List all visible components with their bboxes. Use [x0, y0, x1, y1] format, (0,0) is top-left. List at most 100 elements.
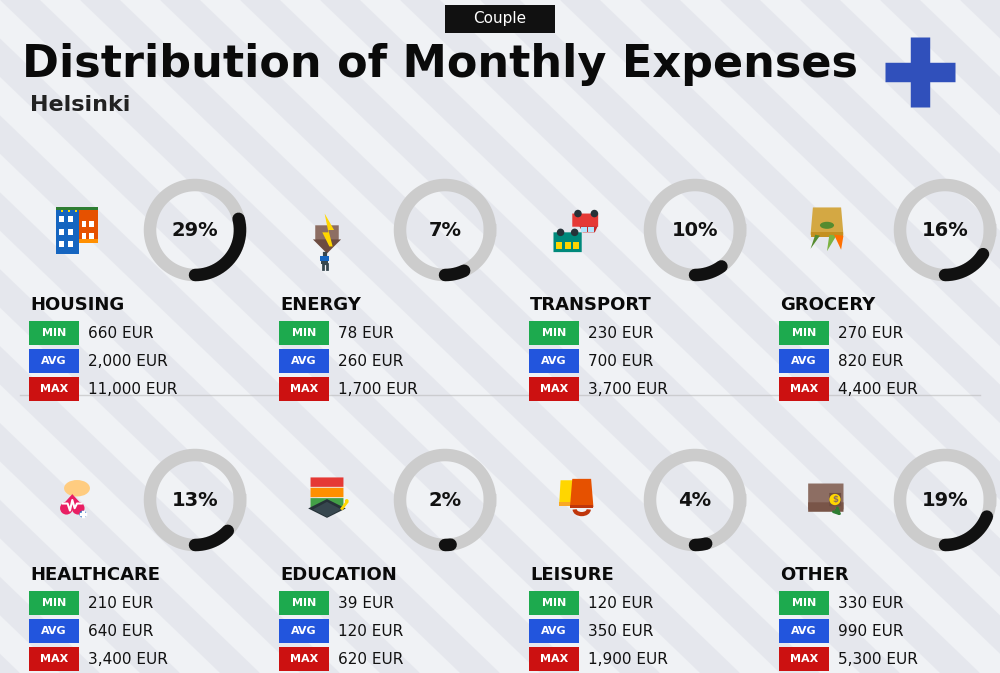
Text: 7%: 7% [428, 221, 462, 240]
Bar [68, 216, 73, 222]
Text: EDUCATION: EDUCATION [280, 566, 397, 584]
Text: HOUSING: HOUSING [30, 296, 124, 314]
FancyBboxPatch shape [808, 502, 843, 511]
Circle shape [72, 502, 85, 515]
Text: 620 EUR: 620 EUR [338, 651, 403, 666]
FancyBboxPatch shape [553, 232, 582, 252]
FancyBboxPatch shape [779, 321, 829, 345]
Text: MIN: MIN [792, 328, 816, 338]
Text: ENERGY: ENERGY [280, 296, 361, 314]
Text: 270 EUR: 270 EUR [838, 326, 903, 341]
Bar [68, 242, 73, 248]
Circle shape [557, 229, 564, 236]
Text: MIN: MIN [292, 328, 316, 338]
Bar [559, 502, 581, 505]
Text: 11,000 EUR: 11,000 EUR [88, 382, 177, 396]
Text: MIN: MIN [792, 598, 816, 608]
Text: AVG: AVG [791, 356, 817, 366]
Text: 330 EUR: 330 EUR [838, 596, 904, 610]
Bar [59, 216, 64, 222]
Text: MAX: MAX [540, 654, 568, 664]
Bar [570, 505, 593, 509]
Ellipse shape [64, 480, 90, 497]
Text: 78 EUR: 78 EUR [338, 326, 394, 341]
Polygon shape [308, 499, 346, 518]
Text: GROCERY: GROCERY [780, 296, 875, 314]
FancyBboxPatch shape [808, 483, 843, 509]
FancyBboxPatch shape [29, 321, 79, 345]
Bar [89, 234, 94, 240]
FancyBboxPatch shape [29, 619, 79, 643]
Text: $: $ [832, 495, 838, 504]
Text: LEISURE: LEISURE [530, 566, 614, 584]
FancyBboxPatch shape [529, 591, 579, 615]
Text: MIN: MIN [542, 328, 566, 338]
FancyBboxPatch shape [279, 619, 329, 643]
FancyBboxPatch shape [779, 591, 829, 615]
Text: 29%: 29% [172, 221, 218, 240]
Text: 2,000 EUR: 2,000 EUR [88, 353, 168, 369]
Polygon shape [834, 235, 843, 250]
Text: 4%: 4% [678, 491, 712, 509]
Text: Couple: Couple [473, 11, 527, 26]
Bar [556, 242, 562, 249]
FancyBboxPatch shape [779, 647, 829, 671]
FancyBboxPatch shape [779, 377, 829, 401]
Bar [588, 227, 594, 232]
Bar [79, 240, 98, 243]
Text: 120 EUR: 120 EUR [338, 623, 403, 639]
Text: 350 EUR: 350 EUR [588, 623, 653, 639]
Text: 1,700 EUR: 1,700 EUR [338, 382, 418, 396]
Text: MAX: MAX [790, 384, 818, 394]
FancyBboxPatch shape [779, 349, 829, 373]
Text: 4,400 EUR: 4,400 EUR [838, 382, 918, 396]
Bar [320, 256, 329, 262]
Circle shape [574, 210, 582, 217]
Text: 1,900 EUR: 1,900 EUR [588, 651, 668, 666]
FancyBboxPatch shape [279, 321, 329, 345]
Text: 10%: 10% [672, 221, 718, 240]
Polygon shape [811, 235, 820, 249]
Text: MIN: MIN [542, 598, 566, 608]
Bar [59, 229, 64, 235]
FancyBboxPatch shape [572, 213, 598, 227]
Bar [573, 242, 579, 249]
Text: AVG: AVG [291, 626, 317, 636]
Text: 5,300 EUR: 5,300 EUR [838, 651, 918, 666]
Polygon shape [570, 479, 593, 507]
Bar [445, 5, 555, 33]
Text: 260 EUR: 260 EUR [338, 353, 403, 369]
FancyBboxPatch shape [529, 377, 579, 401]
Bar [565, 242, 571, 249]
FancyBboxPatch shape [279, 647, 329, 671]
Text: 700 EUR: 700 EUR [588, 353, 653, 369]
Polygon shape [61, 494, 84, 507]
Bar [82, 234, 86, 240]
Bar [68, 229, 73, 235]
Text: MIN: MIN [292, 598, 316, 608]
Text: AVG: AVG [41, 356, 67, 366]
Bar [68, 207, 70, 212]
Polygon shape [313, 502, 341, 517]
Text: 3,400 EUR: 3,400 EUR [88, 651, 168, 666]
Polygon shape [579, 226, 598, 232]
Text: Helsinki: Helsinki [30, 95, 130, 115]
Circle shape [571, 229, 578, 236]
Polygon shape [559, 481, 581, 505]
Circle shape [591, 210, 598, 217]
FancyBboxPatch shape [279, 591, 329, 615]
Text: MAX: MAX [40, 384, 68, 394]
Text: AVG: AVG [541, 356, 567, 366]
FancyBboxPatch shape [29, 349, 79, 373]
FancyBboxPatch shape [829, 493, 841, 506]
Text: 820 EUR: 820 EUR [838, 353, 903, 369]
FancyBboxPatch shape [311, 477, 343, 487]
Text: AVG: AVG [541, 626, 567, 636]
Polygon shape [811, 207, 843, 235]
Circle shape [829, 494, 841, 505]
Circle shape [345, 499, 349, 503]
Bar [56, 207, 98, 210]
Polygon shape [313, 240, 341, 254]
Text: 990 EUR: 990 EUR [838, 623, 904, 639]
Text: MAX: MAX [540, 384, 568, 394]
